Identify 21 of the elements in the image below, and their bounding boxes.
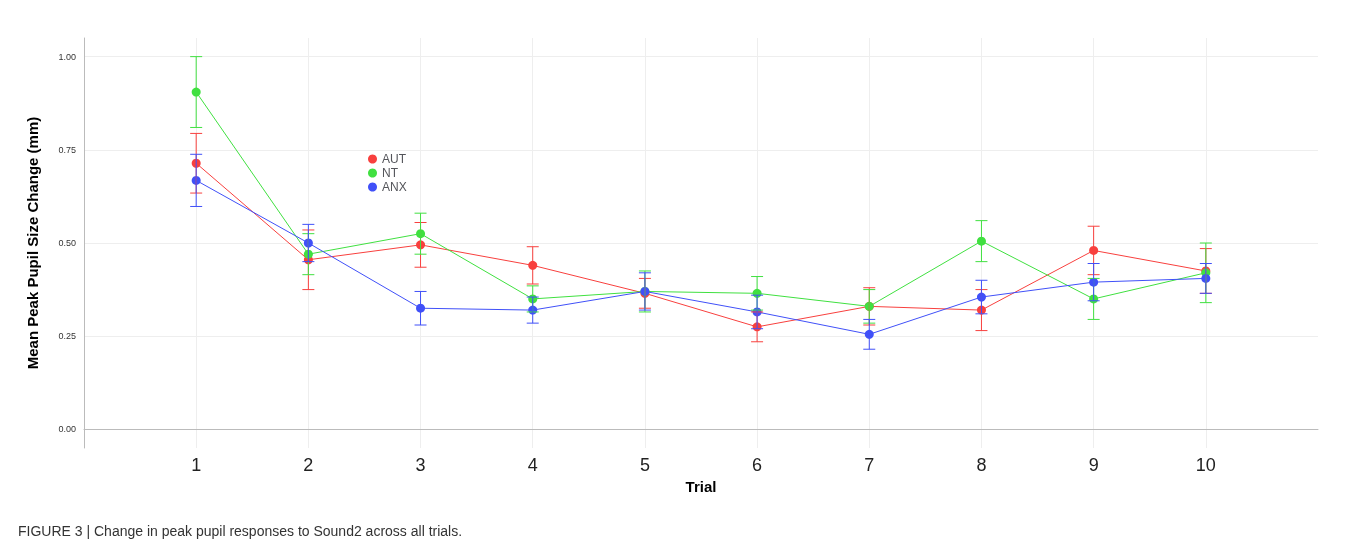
x-tick-label: 7 xyxy=(864,455,875,475)
x-tick-label: 1 xyxy=(191,455,202,475)
caption: FIGURE 3 | Change in peak pupil responses to Sound2 across all trials. xyxy=(18,523,463,539)
legend-label: NT xyxy=(382,166,399,180)
x-tick-label: 4 xyxy=(527,455,538,475)
y-tick-label: 0.75 xyxy=(58,144,76,155)
x-tick-label: 6 xyxy=(752,455,763,475)
x-tick-label: 5 xyxy=(639,455,650,475)
x-tick-label: 8 xyxy=(976,455,987,475)
y-tick-label: 0.25 xyxy=(58,331,76,342)
x-tick-label: 2 xyxy=(303,455,314,475)
x-tick-label: 9 xyxy=(1088,455,1099,475)
legend-label: AUT xyxy=(382,152,407,166)
y-tick-label: 0.00 xyxy=(58,424,76,435)
y-axis-title: Mean Peak Pupil Size Change (mm) xyxy=(24,116,41,370)
x-axis-title: Trial xyxy=(685,477,717,495)
x-tick-label: 3 xyxy=(415,455,426,475)
x-tick-label: 10 xyxy=(1195,455,1216,475)
legend-label: ANX xyxy=(382,180,407,194)
y-tick-label: 1.00 xyxy=(58,51,76,62)
y-tick-label: 0.50 xyxy=(58,238,76,248)
